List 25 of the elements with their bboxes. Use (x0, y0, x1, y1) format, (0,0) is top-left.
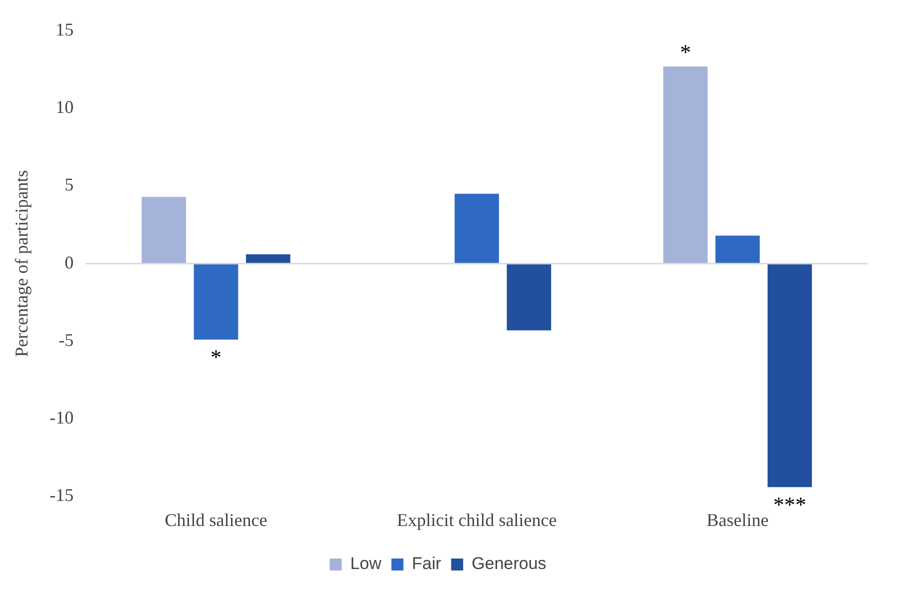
legend-label: Generous (472, 554, 546, 574)
y-tick-label: -15 (50, 485, 74, 506)
bar (454, 194, 499, 264)
x-tick-label: Baseline (706, 510, 769, 530)
y-tick-label: 0 (64, 252, 74, 272)
legend-label: Low (350, 554, 382, 574)
x-tick-label: Child salience (164, 510, 268, 530)
bar (194, 264, 238, 340)
bar (142, 196, 186, 264)
bar (246, 254, 290, 264)
bar (663, 66, 708, 264)
y-axis-title: Percentage of participants (12, 170, 32, 358)
bar (506, 264, 552, 330)
x-tick-label: Explicit child salience (396, 510, 557, 530)
data-label: * (210, 344, 222, 370)
bar (715, 236, 760, 264)
y-tick-label: 10 (56, 97, 74, 118)
data-label: * (680, 39, 691, 64)
y-tick-label: 15 (56, 20, 74, 40)
y-tick-label: -10 (50, 408, 74, 428)
y-tick-label: -5 (58, 330, 74, 350)
y-tick-label: 5 (64, 174, 74, 195)
legend-label: Fair (412, 554, 442, 574)
bar (768, 264, 812, 488)
data-label: *** (773, 492, 806, 517)
